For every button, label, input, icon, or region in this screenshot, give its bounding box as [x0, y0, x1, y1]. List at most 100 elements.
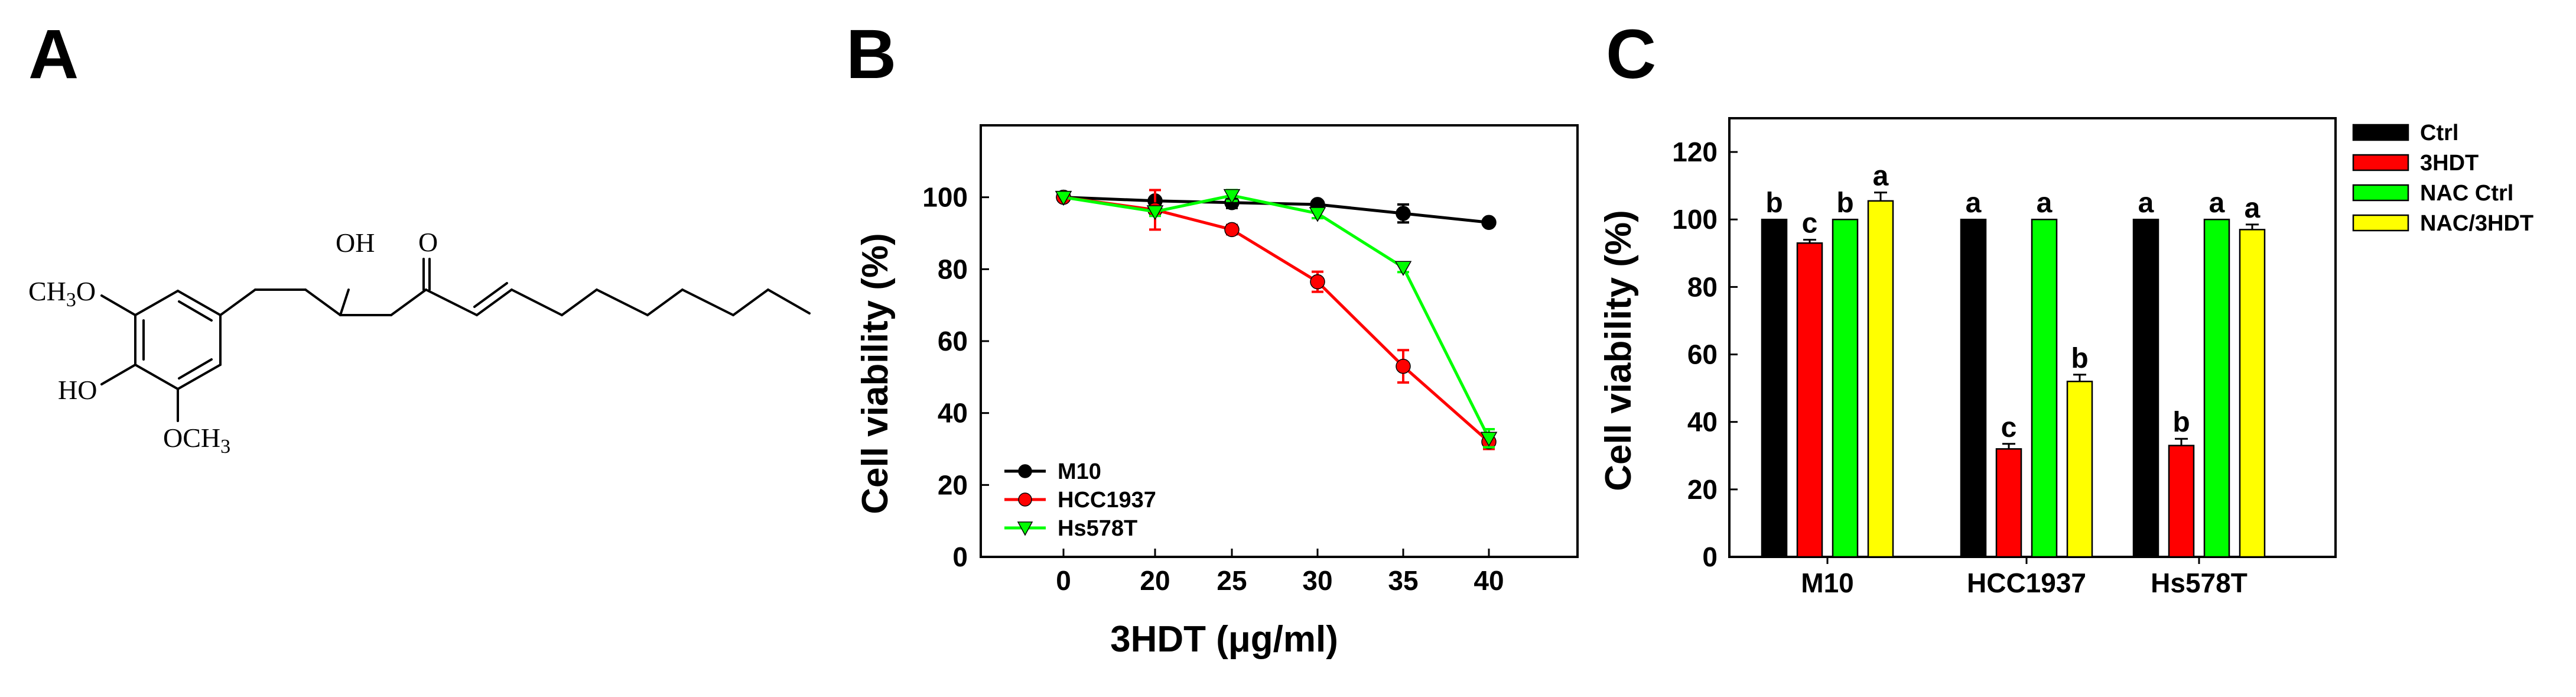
methoxy-label-top: CH3O — [28, 276, 96, 311]
data-point-hcc1937 — [1310, 274, 1325, 290]
y-axis-title: Cell viability (%) — [1598, 210, 1639, 491]
panel-b-letter: B — [846, 15, 896, 93]
y-tick-label: 0 — [1702, 542, 1718, 572]
x-tick-label: 25 — [1217, 565, 1247, 596]
y-tick-label: 60 — [1687, 339, 1718, 370]
bar-3hdt — [1796, 242, 1823, 558]
series-line-hcc1937 — [1063, 196, 1490, 443]
y-tick-label: 40 — [938, 398, 968, 429]
legend-label-nac-3hdt: NAC/3HDT — [2420, 211, 2533, 236]
panel-a: A — [28, 15, 811, 458]
bar-3hdt — [2168, 445, 2195, 558]
bond — [100, 364, 136, 385]
significance-label: b — [2071, 343, 2088, 374]
hydroxyl-label-chain: OH — [336, 228, 375, 258]
y-tick-label: 100 — [922, 182, 968, 213]
y-tick-label: 20 — [1687, 474, 1718, 505]
data-point-hs578t — [1146, 205, 1164, 221]
y-tick-label: 80 — [938, 254, 968, 284]
legend-swatch-nac-ctrl — [2352, 184, 2409, 202]
legend-label-nac-ctrl: NAC Ctrl — [2420, 181, 2513, 206]
x-tick-label: Hs578T — [2151, 568, 2248, 598]
bond — [304, 288, 341, 316]
bond — [177, 290, 222, 316]
data-point-hs578t — [1223, 189, 1241, 205]
legend-swatch-ctrl — [2352, 124, 2409, 141]
bar-ctrl — [2132, 218, 2159, 558]
bar-3hdt — [1995, 448, 2022, 558]
bar-ctrl — [1960, 218, 1987, 558]
legend-label-m10: M10 — [1058, 459, 1101, 484]
bond — [178, 358, 213, 380]
bond — [561, 288, 598, 316]
legend-label-ctrl: Ctrl — [2420, 121, 2458, 145]
data-point-hs578t — [1309, 207, 1326, 222]
legend-marker-hs578t — [1017, 521, 1033, 536]
y-tick-label: 100 — [1672, 204, 1718, 235]
y-tick-label: 80 — [1687, 271, 1718, 302]
bond — [476, 288, 513, 316]
bond — [177, 364, 222, 390]
bond — [339, 288, 350, 316]
legend-marker-m10 — [1018, 464, 1032, 478]
y-axis-title: Cell viability (%) — [855, 233, 896, 514]
significance-label: c — [1802, 208, 1818, 239]
ketone-oxygen-label: O — [418, 227, 438, 257]
data-point-m10 — [1481, 215, 1497, 230]
significance-label: a — [2037, 187, 2053, 219]
significance-label: b — [2172, 407, 2190, 438]
series-line-m10 — [1063, 196, 1489, 224]
bond — [100, 294, 136, 316]
bar-nac-ctrl — [1832, 218, 1859, 558]
legend-swatch-nac-3hdt — [2352, 214, 2409, 232]
bond — [219, 288, 256, 316]
x-tick-label: 30 — [1302, 565, 1332, 596]
y-tick-label: 120 — [1672, 137, 1718, 167]
line-chart: 0 20 40 60 80 100 0 20 25 30 35 40 M10 HCC1937 Hs578T — [922, 124, 1579, 596]
legend-marker-hcc1937 — [1018, 492, 1032, 507]
bond — [425, 288, 478, 316]
significance-label: a — [1966, 187, 1982, 219]
bond — [134, 290, 179, 316]
data-point-m10 — [1396, 206, 1411, 221]
legend-swatch-3hdt — [2352, 154, 2409, 171]
chemical-structure — [100, 258, 811, 422]
panel-b: B Cell viability (%) 3HDT (μg/ml) 0 20 40 6… — [846, 15, 1579, 660]
data-point-hcc1937 — [1224, 222, 1240, 238]
bond — [134, 364, 179, 390]
significance-label: b — [1836, 187, 1853, 219]
bar-nac-3hdt — [2066, 380, 2093, 558]
bar-nac-3hdt — [2239, 229, 2266, 558]
methoxy-label-bottom: OCH3 — [163, 423, 230, 458]
series-line-hs578t — [1063, 194, 1491, 439]
significance-label: a — [2209, 187, 2225, 219]
bond — [681, 288, 734, 316]
legend-label-hs578t: Hs578T — [1058, 516, 1137, 541]
bar-nac-ctrl — [2031, 218, 2058, 558]
data-point-hcc1937 — [1396, 358, 1411, 374]
y-tick-label: 0 — [952, 542, 968, 572]
y-tick-label: 60 — [938, 326, 968, 356]
bar-nac-ctrl — [2203, 218, 2230, 558]
x-tick-label: M10 — [1801, 568, 1853, 598]
bond — [646, 288, 684, 316]
bond — [732, 288, 769, 316]
bar-ctrl — [1761, 218, 1788, 558]
hydroxyl-label-ring: HO — [58, 375, 97, 405]
significance-label: c — [2001, 412, 2017, 443]
x-tick-label: HCC1937 — [1967, 568, 2086, 598]
bond — [473, 282, 508, 308]
panel-c: C Cell viability (%) 0 20 40 60 80 100 120 M10 H… — [1598, 15, 2533, 598]
panel-c-letter: C — [1606, 15, 1656, 93]
significance-label: a — [2138, 187, 2154, 219]
bond — [390, 288, 427, 316]
data-point-hs578t — [1055, 190, 1072, 206]
data-point-hs578t — [1480, 432, 1498, 447]
significance-label: b — [1765, 187, 1783, 219]
significance-label: a — [1873, 161, 1889, 192]
bond — [767, 288, 811, 315]
panel-a-letter: A — [28, 15, 79, 93]
data-point-hs578t — [1394, 261, 1412, 276]
